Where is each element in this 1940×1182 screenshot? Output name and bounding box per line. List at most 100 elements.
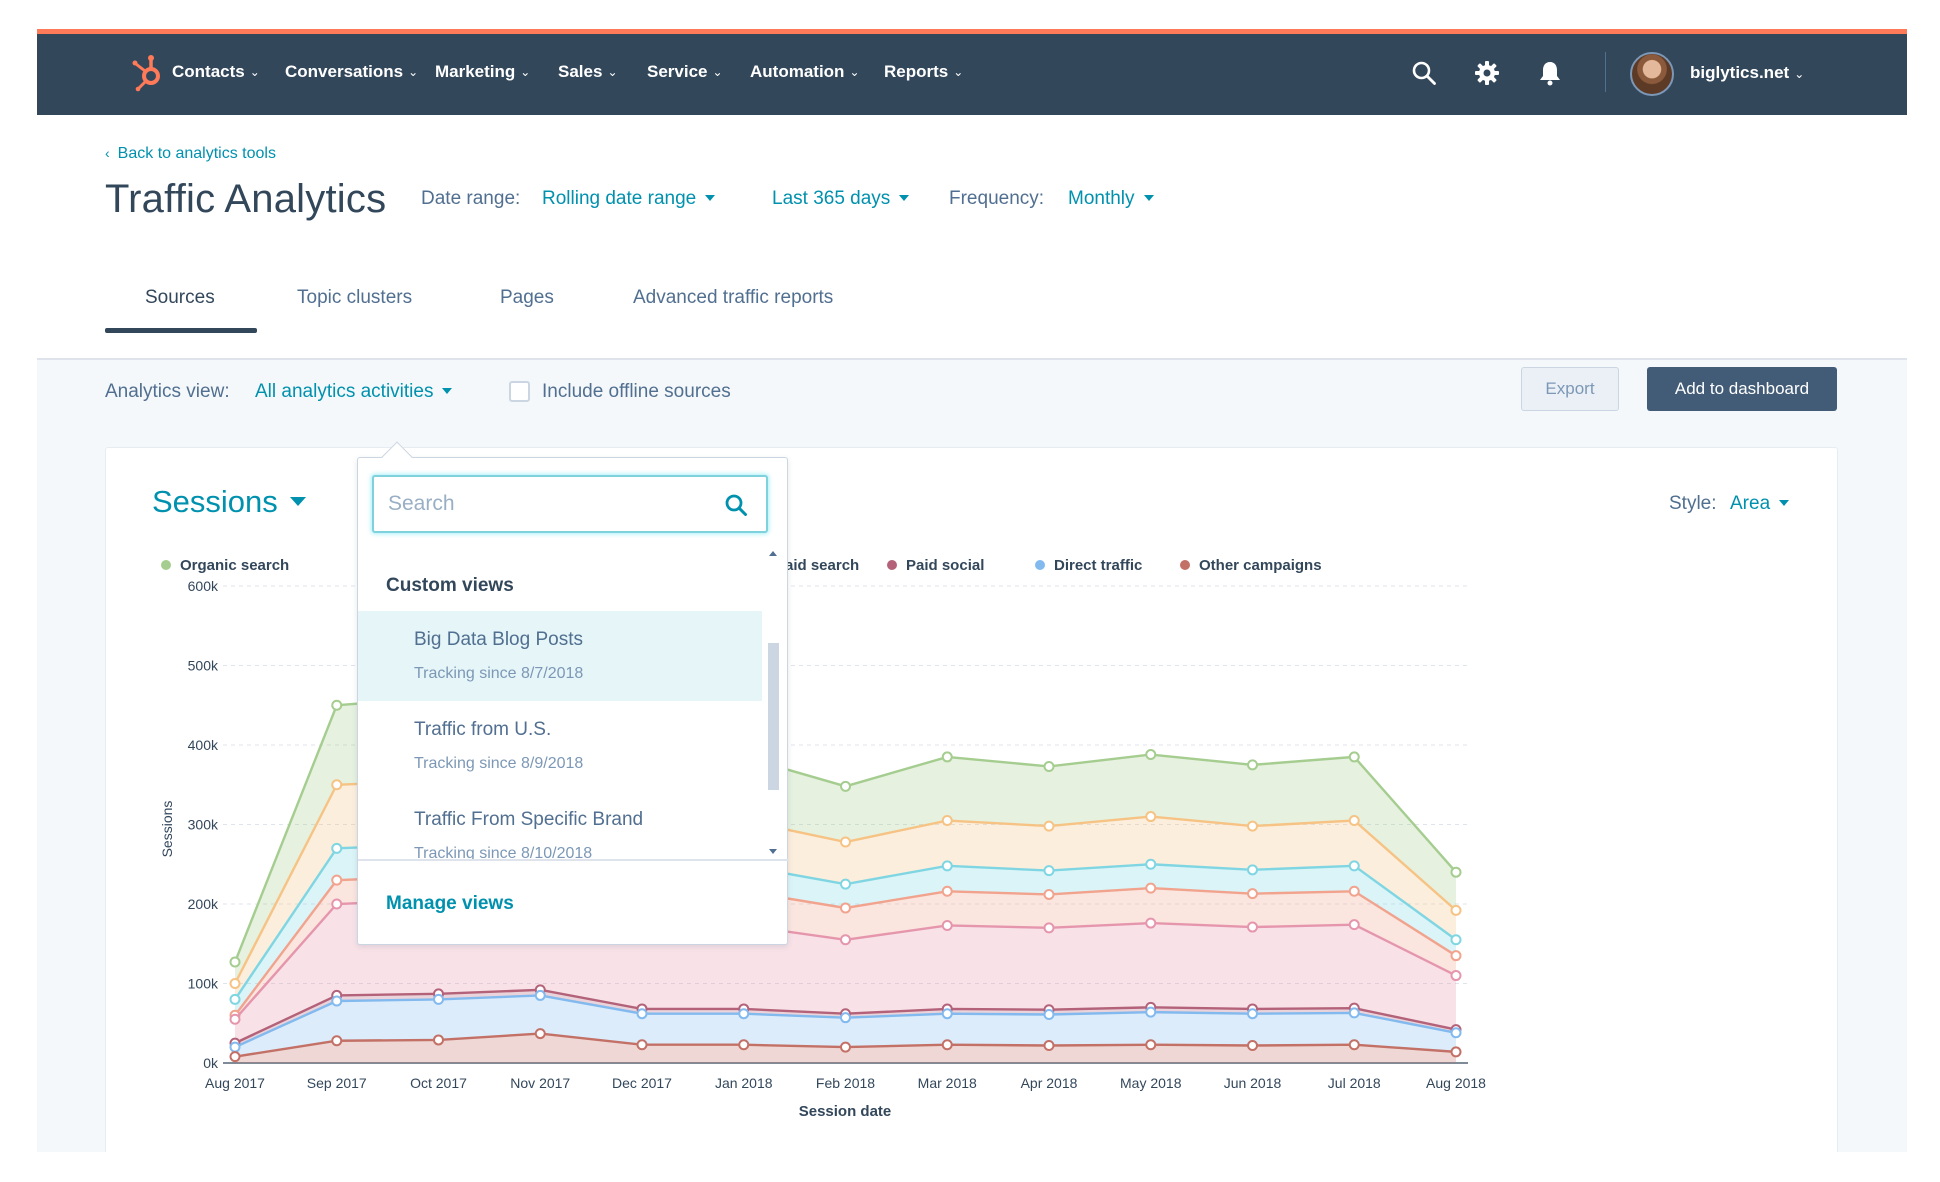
style-value: Area <box>1730 493 1771 514</box>
data-point <box>534 1028 546 1040</box>
nav-sales-label: Sales <box>558 62 603 81</box>
x-tick-label: Dec 2017 <box>612 1075 672 1091</box>
nav-sales[interactable]: Sales ⌄ <box>558 62 618 82</box>
x-tick-label: Aug 2018 <box>1426 1075 1486 1091</box>
add-to-dashboard-button[interactable]: Add to dashboard <box>1647 367 1837 411</box>
frequency-dropdown[interactable]: Monthly <box>1068 188 1154 210</box>
nav-reports[interactable]: Reports ⌄ <box>884 62 963 82</box>
data-point <box>1145 858 1157 870</box>
x-tick-label: May 2018 <box>1120 1075 1182 1091</box>
y-tick-label: 500k <box>188 658 219 674</box>
x-tick-label: Feb 2018 <box>816 1075 875 1091</box>
data-point <box>331 779 343 791</box>
date-range-value: Rolling date range <box>542 188 697 209</box>
caret-down-icon <box>899 195 910 201</box>
data-point <box>1247 759 1258 771</box>
scroll-thumb[interactable] <box>768 643 779 790</box>
include-offline-checkbox[interactable] <box>509 381 530 402</box>
tab-advanced-traffic-reports[interactable]: Advanced traffic reports <box>633 287 834 308</box>
nav-conversations-label: Conversations <box>285 62 404 81</box>
avatar[interactable] <box>1630 52 1674 96</box>
data-point <box>229 1041 241 1053</box>
data-point <box>331 898 343 910</box>
view-tracking-date: Tracking since 8/9/2018 <box>414 755 584 772</box>
export-button[interactable]: Export <box>1521 367 1619 411</box>
view-name: Big Data Blog Posts <box>414 629 583 650</box>
list-item[interactable]: Traffic From Specific Brand Tracking sin… <box>358 791 762 859</box>
top-navigation: Contacts ⌄ Conversations ⌄ Marketing ⌄ Sale… <box>37 34 1907 115</box>
data-point <box>941 919 953 931</box>
hubspot-sprocket-icon[interactable] <box>129 52 169 92</box>
data-point <box>229 1013 241 1025</box>
caret-down-icon <box>289 497 306 506</box>
list-item[interactable]: Big Data Blog Posts Tracking since 8/7/2… <box>358 611 762 701</box>
data-point <box>1145 1039 1157 1051</box>
manage-views-link[interactable]: Manage views <box>386 893 514 914</box>
data-point <box>1043 1040 1055 1052</box>
nav-contacts[interactable]: Contacts ⌄ <box>172 62 260 82</box>
data-point <box>1348 919 1360 931</box>
chevron-down-icon: ⌄ <box>607 65 618 79</box>
tab-topic-clusters[interactable]: Topic clusters <box>297 287 413 308</box>
scroll-down-icon[interactable] <box>769 849 777 854</box>
data-point <box>941 1039 953 1051</box>
data-point <box>1348 1007 1360 1019</box>
data-point <box>1145 882 1157 894</box>
search-icon[interactable] <box>1411 60 1437 86</box>
y-tick-label: 0k <box>203 1055 219 1071</box>
include-offline-label[interactable]: Include offline sources <box>542 381 731 402</box>
style-dropdown[interactable]: Area <box>1730 493 1790 515</box>
x-axis-title: Session date <box>799 1103 892 1120</box>
date-range-dropdown[interactable]: Rolling date range <box>542 188 716 210</box>
tab-sources[interactable]: Sources <box>145 287 215 308</box>
active-tab-indicator <box>105 328 257 333</box>
tab-pages[interactable]: Pages <box>500 287 554 308</box>
data-point <box>1450 866 1462 878</box>
scroll-up-icon[interactable] <box>769 551 777 556</box>
x-tick-label: Apr 2018 <box>1021 1075 1078 1091</box>
chevron-down-icon: ⌄ <box>249 65 260 79</box>
y-tick-label: 600k <box>188 578 219 594</box>
search-field[interactable] <box>372 475 768 533</box>
scrollbar[interactable] <box>766 547 780 859</box>
chevron-down-icon: ⌄ <box>408 65 419 79</box>
data-point <box>840 1012 851 1024</box>
data-point <box>840 878 851 890</box>
x-tick-label: Jun 2018 <box>1224 1075 1282 1091</box>
view-tracking-date: Tracking since 8/7/2018 <box>414 665 584 682</box>
data-point <box>229 993 241 1005</box>
data-point <box>941 1008 953 1020</box>
data-point <box>1043 820 1055 832</box>
nav-marketing[interactable]: Marketing ⌄ <box>435 62 530 82</box>
period-value: Last 365 days <box>772 188 891 209</box>
data-point <box>1145 811 1157 823</box>
caret-down-icon <box>705 195 716 201</box>
account-menu[interactable]: biglytics.net ⌄ <box>1690 63 1804 83</box>
legend-label: Other campaigns <box>1199 557 1322 574</box>
metric-dropdown[interactable]: Sessions <box>152 484 306 520</box>
x-tick-label: Mar 2018 <box>918 1075 977 1091</box>
analytics-view-dropdown[interactable]: All analytics activities <box>255 381 453 403</box>
data-point <box>229 956 241 968</box>
data-point <box>1348 885 1360 897</box>
series-area <box>235 873 1456 1020</box>
data-point <box>433 1034 444 1046</box>
data-point <box>1348 1039 1360 1051</box>
back-link[interactable]: ‹ Back to analytics tools <box>105 145 276 163</box>
y-tick-label: 400k <box>188 737 219 753</box>
gear-icon[interactable] <box>1474 60 1500 86</box>
search-input[interactable] <box>388 490 708 518</box>
data-point <box>1043 888 1055 900</box>
data-point <box>331 1035 343 1047</box>
period-dropdown[interactable]: Last 365 days <box>772 188 910 210</box>
search-icon[interactable] <box>724 493 748 517</box>
nav-automation[interactable]: Automation ⌄ <box>750 62 860 82</box>
x-tick-label: Jan 2018 <box>715 1075 773 1091</box>
nav-conversations[interactable]: Conversations ⌄ <box>285 62 418 82</box>
chevron-down-icon: ⌄ <box>520 65 531 79</box>
nav-service[interactable]: Service ⌄ <box>647 62 723 82</box>
data-point <box>1450 950 1462 962</box>
x-tick-label: Sep 2017 <box>307 1075 367 1091</box>
bell-icon[interactable] <box>1537 60 1563 86</box>
list-item[interactable]: Traffic from U.S. Tracking since 8/9/201… <box>358 701 762 791</box>
